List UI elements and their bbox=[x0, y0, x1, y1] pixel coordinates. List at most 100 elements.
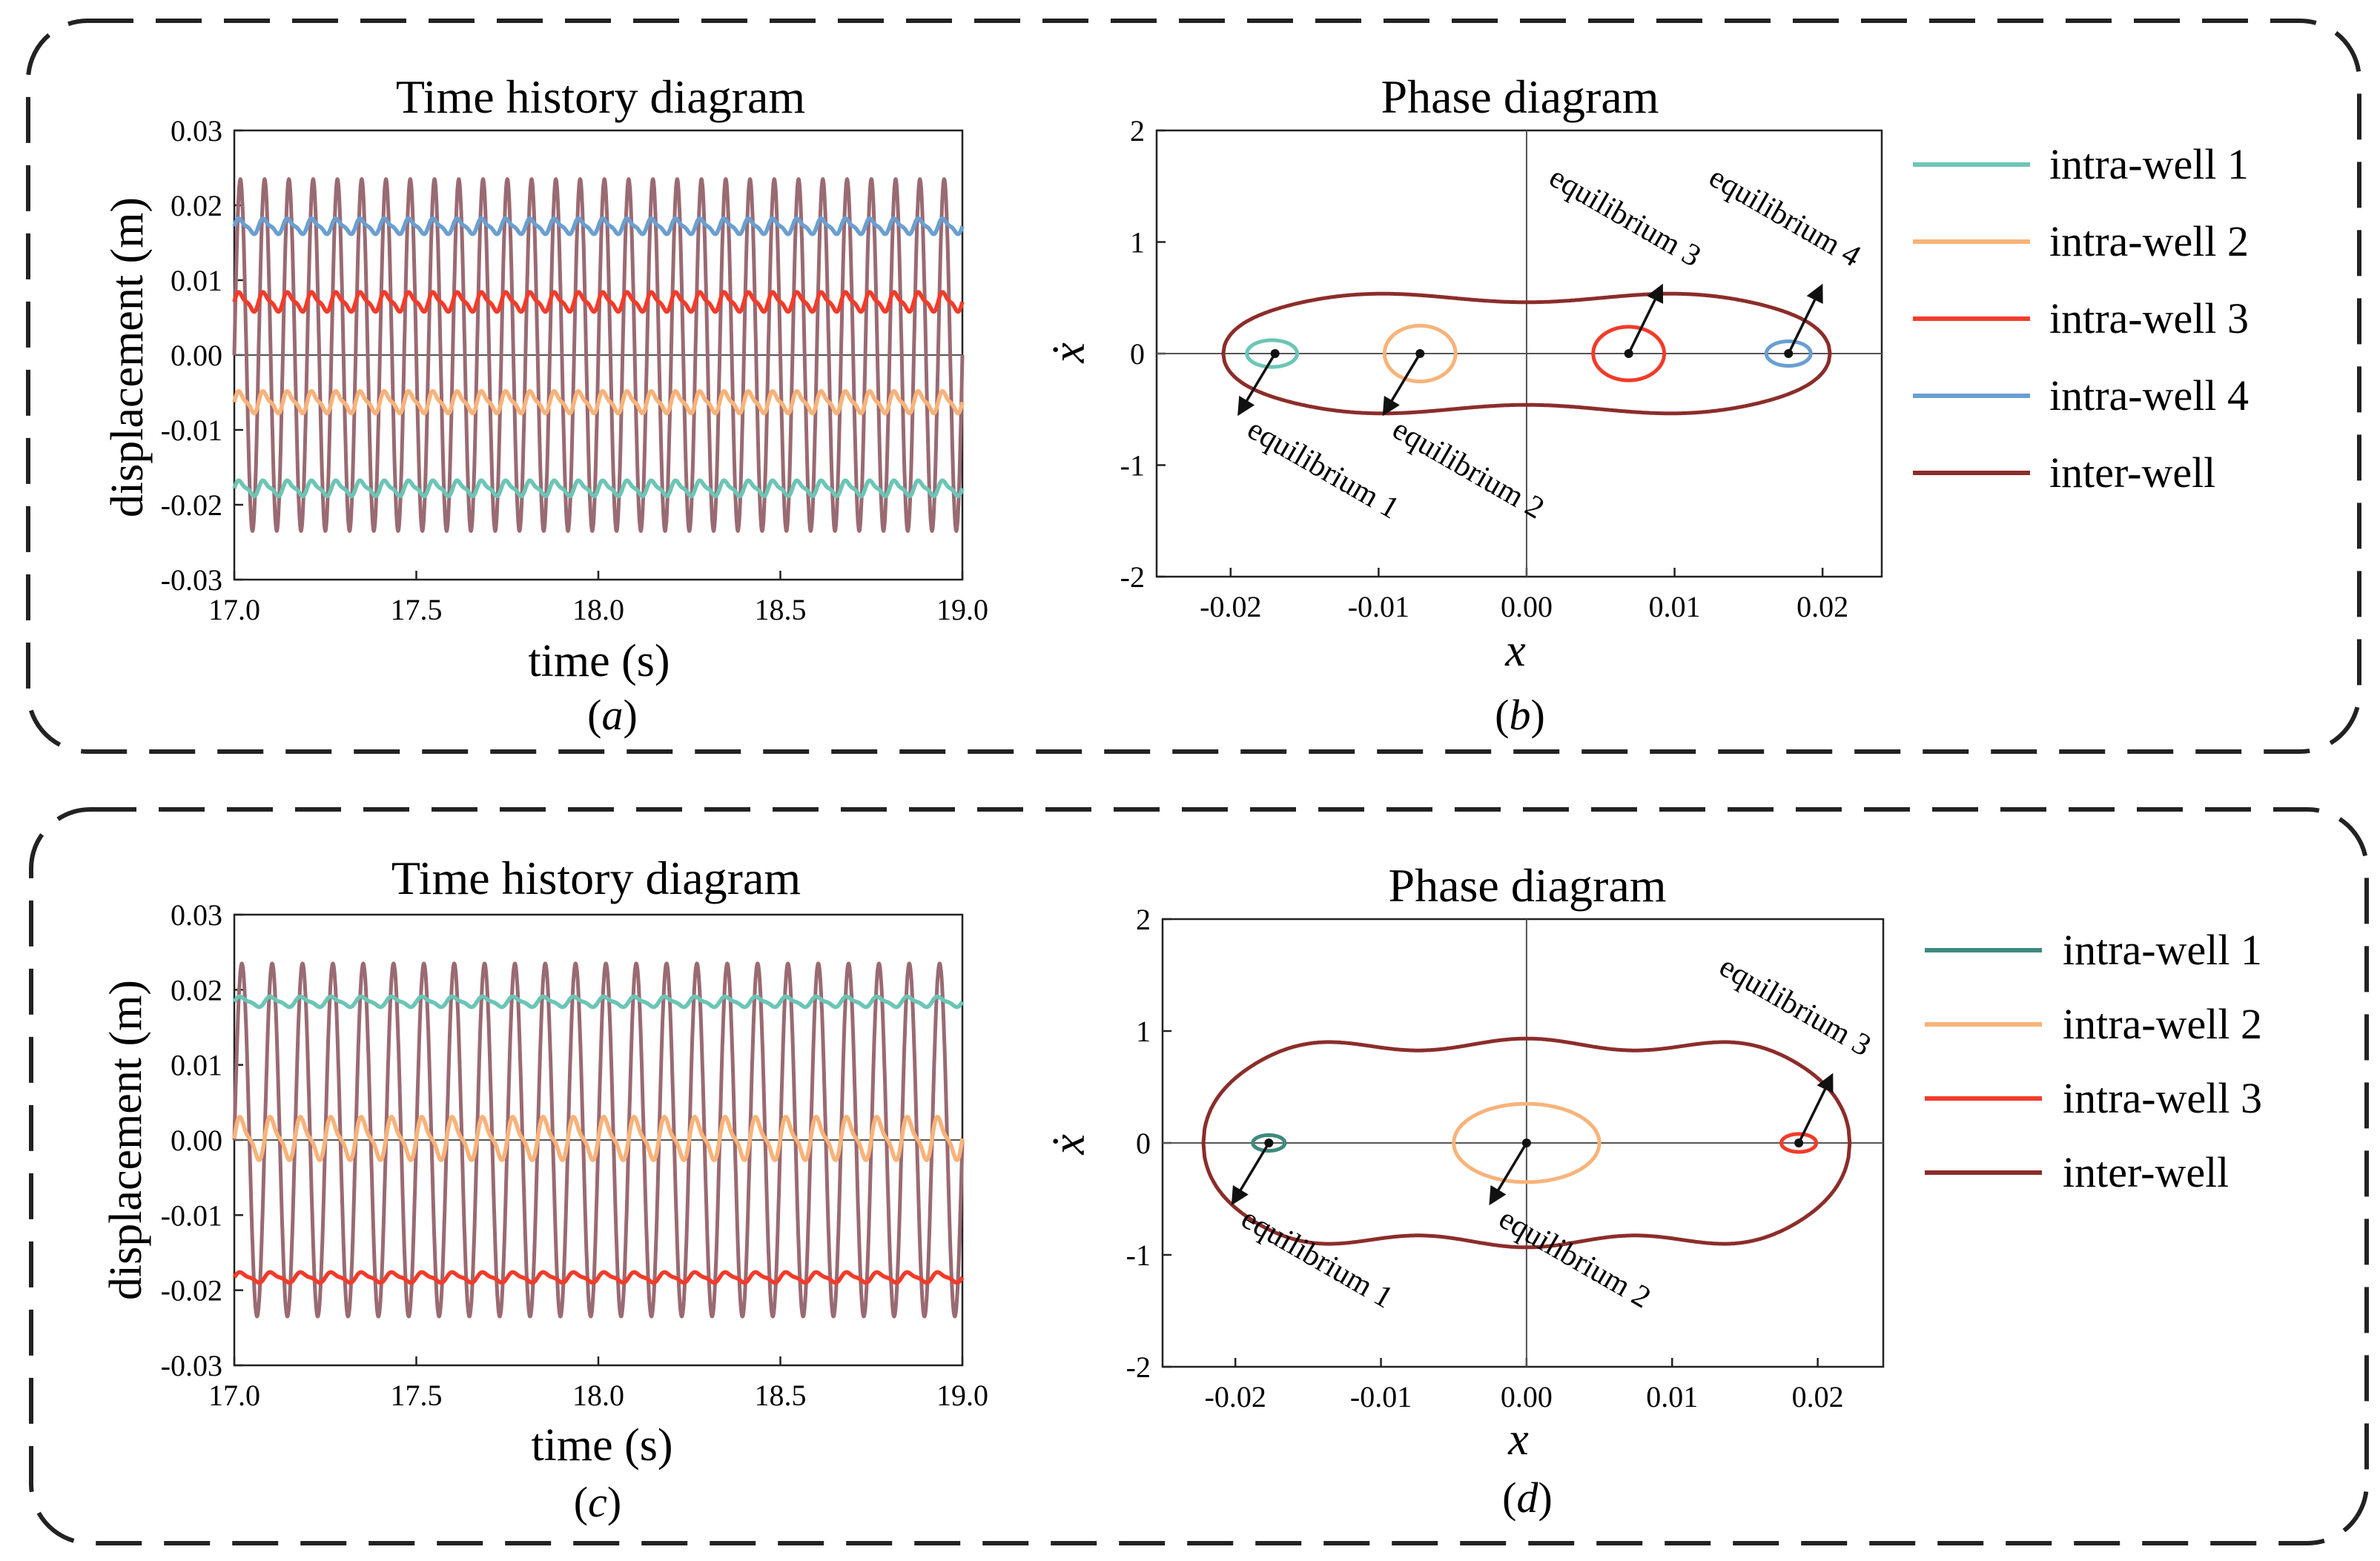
legend-label-intra-well-2: intra-well 2 bbox=[2063, 1000, 2262, 1048]
panel-a-plot: 17.0 17.5 18.0 18.5 19.0 0.03 0.02 0.01 0.00 -0.0… bbox=[161, 114, 988, 626]
equilibrium-label-4: equilibrium 4 bbox=[1703, 160, 1866, 274]
x-tick-label-0-00: 0.00 bbox=[1501, 1380, 1553, 1413]
series-inter-well bbox=[232, 177, 965, 533]
y-tick-label-0-02: 0.02 bbox=[171, 973, 222, 1007]
equilibrium-arrow-3 bbox=[1627, 283, 1664, 354]
x-tick-label-19-0: 19.0 bbox=[936, 593, 988, 626]
y-tick-label-2: 2 bbox=[1130, 114, 1145, 148]
x-tick-label-0-01: 0.01 bbox=[1646, 1380, 1698, 1413]
legend-label-intra-well-4: intra-well 4 bbox=[2049, 371, 2249, 420]
panel-b-caption: (b) bbox=[1495, 691, 1545, 739]
y-tick-label-1: -1 bbox=[1120, 449, 1145, 483]
series-inter-well bbox=[1221, 291, 1832, 416]
x-tick-label-19-0: 19.0 bbox=[936, 1379, 988, 1412]
y-tick-label-1: 1 bbox=[1136, 1015, 1151, 1048]
y-tick-label-0-03: 0.03 bbox=[171, 898, 222, 932]
y-tick-label-0: 0 bbox=[1130, 337, 1145, 371]
y-tick-label-0-03: -0.03 bbox=[161, 1349, 222, 1382]
equilibrium-arrow-2 bbox=[1489, 1142, 1528, 1206]
panel-d-legend: intra-well 1 intra-well 2 intra-well 3 inte… bbox=[1925, 926, 2262, 1196]
series-intra-well-1 bbox=[232, 994, 965, 1010]
equilibrium-label-1: equilibrium 1 bbox=[1235, 1202, 1398, 1316]
equilibrium-arrow-3 bbox=[1797, 1073, 1834, 1144]
panel-c-xlabel: time (s) bbox=[531, 1420, 672, 1471]
panel-b-legend: intra-well 1 intra-well 2 intra-well 3 intr… bbox=[1913, 140, 2249, 497]
y-tick-label-0: 0 bbox=[1136, 1127, 1151, 1160]
series-intra-well-1 bbox=[232, 478, 965, 499]
series-intra-well-1 bbox=[1245, 338, 1300, 369]
series-intra-well-2 bbox=[1382, 323, 1458, 384]
panel-c-title: Time history diagram bbox=[391, 852, 801, 904]
equilibrium-label-3: equilibrium 3 bbox=[1713, 949, 1877, 1064]
y-tick-label-0-01: 0.01 bbox=[171, 264, 222, 297]
legend-label-intra-well-1: intra-well 1 bbox=[2063, 926, 2262, 974]
y-tick-label-2: 2 bbox=[1136, 903, 1151, 936]
y-tick-label-2: -2 bbox=[1120, 560, 1145, 594]
panel-c-ylabel: displacement (m) bbox=[101, 980, 151, 1300]
y-tick-label-0-01: 0.01 bbox=[171, 1049, 222, 1082]
y-tick-label-0-03: 0.03 bbox=[171, 114, 222, 148]
legend-label-intra-well-3: intra-well 3 bbox=[2063, 1074, 2262, 1122]
equilibrium-arrow-2 bbox=[1382, 353, 1421, 417]
series-intra-well-4 bbox=[232, 216, 965, 236]
legend-label-intra-well-2: intra-well 2 bbox=[2049, 217, 2249, 265]
panel-d-caption: (d) bbox=[1502, 1474, 1553, 1522]
x-tick-label-0-02: 0.02 bbox=[1792, 1380, 1844, 1413]
x-tick-label-0-00: 0.00 bbox=[1501, 590, 1553, 623]
y-tick-label-0-01: -0.01 bbox=[161, 414, 222, 447]
panel-a-xlabel: time (s) bbox=[528, 636, 670, 686]
y-tick-label-2: -2 bbox=[1126, 1350, 1151, 1384]
x-tick-label-0-01: -0.01 bbox=[1350, 1380, 1412, 1413]
series-intra-well-3 bbox=[1591, 325, 1667, 382]
x-tick-label-18-5: 18.5 bbox=[755, 1379, 807, 1412]
x-tick-label-17-0: 17.0 bbox=[208, 593, 260, 626]
y-tick-label-0-03: -0.03 bbox=[161, 563, 222, 597]
y-tick-label-0-02: 0.02 bbox=[171, 189, 222, 222]
panel-b-xlabel: x bbox=[1504, 626, 1526, 676]
y-tick-label-0-01: -0.01 bbox=[161, 1199, 222, 1232]
equilibrium-arrow-4 bbox=[1787, 283, 1823, 354]
x-tick-label-0-02: -0.02 bbox=[1205, 1380, 1266, 1413]
equilibrium-label-1: equilibrium 1 bbox=[1242, 412, 1405, 526]
x-tick-label-18-0: 18.0 bbox=[572, 593, 624, 626]
panel-a-title: Time history diagram bbox=[396, 70, 805, 123]
panel-b-ylabel: ẋ bbox=[1044, 342, 1094, 364]
y-tick-label-0-00: 0.00 bbox=[171, 1124, 222, 1157]
equilibrium-label-3: equilibrium 3 bbox=[1544, 160, 1707, 274]
x-tick-label-18-0: 18.0 bbox=[572, 1379, 624, 1412]
top-group-frame bbox=[26, 19, 2361, 754]
series-intra-well-3 bbox=[232, 1270, 965, 1285]
series-intra-well-1 bbox=[1251, 1133, 1287, 1153]
panel-a-ylabel: displacement (m) bbox=[102, 197, 153, 517]
series-intra-well-3 bbox=[1779, 1132, 1819, 1154]
panel-d-plot: -0.02 -0.01 0.00 0.01 0.02 2 1 0 -1 -2 equilibrium… bbox=[1126, 903, 1885, 1413]
y-tick-label-0-02: -0.02 bbox=[161, 488, 222, 522]
series-intra-well-3 bbox=[232, 290, 965, 314]
panel-a-caption: (a) bbox=[587, 691, 638, 739]
x-tick-label-0-01: 0.01 bbox=[1649, 590, 1701, 623]
y-tick-label-1: 1 bbox=[1130, 226, 1145, 259]
equilibrium-label-2: equilibrium 2 bbox=[1493, 1202, 1656, 1316]
series-intra-well-4 bbox=[1764, 339, 1813, 368]
panel-b-plot: -0.02 -0.01 0.00 0.01 0.02 2 1 0 -1 -2 equilibrium… bbox=[1120, 114, 1883, 623]
legend-label-inter-well: inter-well bbox=[2063, 1148, 2229, 1196]
x-tick-label-0-02: 0.02 bbox=[1796, 590, 1848, 623]
panel-b-title: Phase diagram bbox=[1381, 70, 1659, 123]
x-tick-label-18-5: 18.5 bbox=[755, 593, 807, 626]
legend-label-inter-well: inter-well bbox=[2049, 448, 2215, 497]
equilibrium-arrow-1 bbox=[1231, 1142, 1270, 1206]
panel-c-caption: (c) bbox=[574, 1478, 621, 1526]
x-tick-label-17-5: 17.5 bbox=[391, 593, 443, 626]
x-tick-label-17-0: 17.0 bbox=[208, 1379, 260, 1412]
y-tick-label-1: -1 bbox=[1126, 1239, 1151, 1272]
series-inter-well bbox=[1201, 1036, 1852, 1250]
x-tick-label-0-01: -0.01 bbox=[1348, 590, 1409, 623]
equilibrium-label-2: equilibrium 2 bbox=[1386, 412, 1550, 526]
legend-label-intra-well-3: intra-well 3 bbox=[2049, 294, 2249, 342]
series-intra-well-2 bbox=[232, 388, 965, 416]
legend-label-intra-well-1: intra-well 1 bbox=[2049, 140, 2249, 188]
equilibrium-arrow-1 bbox=[1237, 353, 1277, 417]
y-tick-label-0-00: 0.00 bbox=[171, 339, 222, 372]
y-tick-label-0-02: -0.02 bbox=[161, 1274, 222, 1308]
